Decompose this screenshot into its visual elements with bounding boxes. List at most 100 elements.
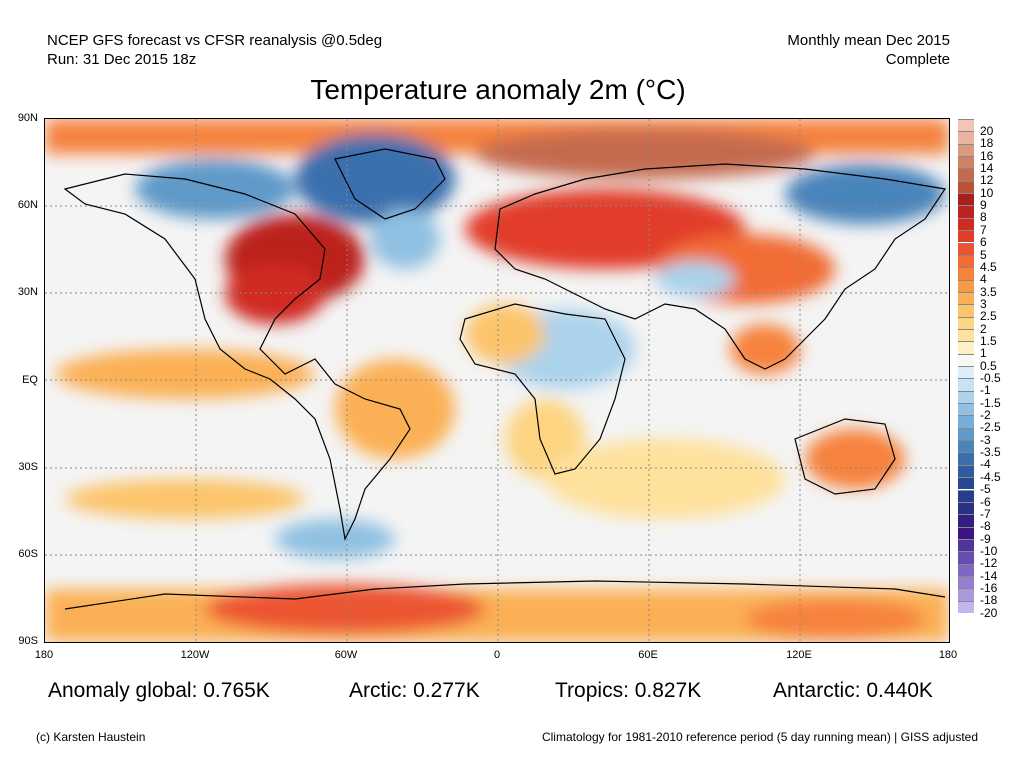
- colorbar-label: -9: [980, 531, 991, 546]
- lat-label: 30N: [17, 286, 38, 298]
- colorbar-label: 0.5: [980, 358, 997, 373]
- colorbar-swatch: [958, 440, 974, 453]
- colorbar-label: -5: [980, 482, 991, 497]
- copyright: (c) Karsten Haustein: [36, 730, 146, 744]
- colorbar-label: 18: [980, 136, 994, 151]
- colorbar-label: -4: [980, 457, 991, 472]
- colorbar-label: -1: [980, 383, 991, 398]
- colorbar-label: -2.5: [980, 420, 1001, 435]
- colorbar-label: -6: [980, 494, 991, 509]
- colorbar-swatch: [958, 501, 974, 515]
- colorbar-label: -0.5: [980, 371, 1001, 385]
- colorbar-label: 20: [980, 124, 994, 138]
- graticule: [45, 119, 949, 642]
- colorbar-label: -16: [980, 580, 998, 595]
- colorbar-label: 12: [980, 173, 994, 188]
- lon-label: 60E: [638, 649, 658, 661]
- lat-label: 30S: [18, 461, 38, 473]
- colorbar-swatch: [958, 464, 974, 478]
- header-left: NCEP GFS forecast vs CFSR reanalysis @0.…: [47, 31, 382, 69]
- colorbar-swatch: [958, 403, 974, 416]
- colorbar-swatch: [958, 588, 974, 601]
- colorbar-label: 16: [980, 148, 994, 163]
- colorbar-label: -3: [980, 432, 991, 447]
- colorbar-swatch: [958, 538, 974, 552]
- colorbar-label: 3: [980, 296, 987, 311]
- lon-label: 180: [34, 649, 54, 661]
- colorbar-label: 7: [980, 222, 987, 237]
- colorbar-swatch: [958, 366, 974, 379]
- colorbar-label: 4: [980, 272, 987, 287]
- lon-label: 180: [938, 649, 958, 661]
- colorbar-swatch: [958, 267, 974, 280]
- colorbar-label: -12: [980, 556, 998, 571]
- lat-label: EQ: [22, 374, 38, 386]
- colorbar-swatch: [958, 551, 974, 564]
- colorbar-swatch: [958, 304, 974, 317]
- colorbar-label: -4.5: [980, 469, 1001, 484]
- colorbar-label: -20: [980, 605, 998, 620]
- colorbar-label: 14: [980, 161, 994, 176]
- colorbar-swatch: [958, 378, 974, 391]
- colorbar-swatch: [958, 180, 974, 194]
- stat-arctic: Arctic: 0.277K: [349, 679, 480, 702]
- colorbar-swatch: [958, 316, 974, 329]
- climatology-note: Climatology for 1981-2010 reference peri…: [541, 730, 978, 744]
- lon-label: 60W: [334, 649, 358, 661]
- colorbar-swatch: [958, 143, 974, 157]
- colorbar-label: -1.5: [980, 395, 1001, 410]
- colorbar-label: -2: [980, 408, 991, 423]
- colorbar-swatch: [958, 353, 974, 366]
- colorbar-label: 1: [980, 346, 987, 361]
- lat-label: 60N: [17, 199, 38, 211]
- colorbar-swatch: [958, 452, 974, 465]
- colorbar-swatch: [958, 254, 974, 268]
- colorbar-swatch: [958, 526, 974, 539]
- anomaly-shading: [45, 119, 949, 642]
- colorbar-swatch: [958, 217, 974, 231]
- colorbar-swatch: [958, 328, 974, 342]
- colorbar-swatch: [958, 291, 974, 305]
- header-right: Monthly mean Dec 2015 Complete: [787, 31, 950, 69]
- colorbar-swatch: [958, 230, 974, 243]
- model-description: NCEP GFS forecast vs CFSR reanalysis @0.…: [47, 32, 383, 49]
- colorbar-label: -7: [980, 506, 991, 521]
- map-title: Temperature anomaly 2m (°C): [310, 74, 686, 105]
- lat-label: 60S: [18, 548, 38, 560]
- colorbar-label: -18: [980, 593, 998, 608]
- colorbar-label: 2: [980, 321, 987, 336]
- run-time: Run: 31 Dec 2015 18z: [47, 51, 197, 68]
- colorbar-swatch: [958, 477, 974, 490]
- colorbar-label: 2.5: [980, 309, 997, 324]
- colorbar-swatch: [958, 193, 974, 206]
- lon-label: 120E: [786, 649, 812, 661]
- lon-label: 0: [493, 649, 501, 661]
- colorbar-swatch: [958, 131, 974, 144]
- colorbar-label: -8: [980, 519, 991, 534]
- colorbar-swatch: [958, 119, 974, 132]
- stat-global: Anomaly global: 0.765K: [48, 679, 270, 702]
- colorbar-swatch: [958, 205, 974, 218]
- colorbar-label: 3.5: [980, 284, 997, 299]
- colorbar-label: 10: [980, 185, 994, 200]
- colorbar-label: 4.5: [980, 259, 997, 274]
- colorbar-swatch: [958, 156, 974, 169]
- colorbar-label: -3.5: [980, 445, 1001, 460]
- lon-label: 120W: [180, 649, 210, 661]
- colorbar-swatch: [958, 341, 974, 354]
- colorbar-label: 8: [980, 210, 987, 225]
- colorbar-label: 6: [980, 235, 987, 250]
- coastlines: [63, 148, 947, 610]
- stat-antarctic: Antarctic: 0.440K: [773, 679, 933, 702]
- completion-status: Complete: [885, 51, 950, 68]
- colorbar-swatch: [958, 514, 974, 527]
- colorbar-swatch: [958, 279, 974, 292]
- colorbar-swatch: [958, 242, 974, 255]
- colorbar-swatch: [958, 427, 974, 441]
- stat-tropics: Tropics: 0.827K: [555, 679, 702, 702]
- colorbar-label: -10: [980, 543, 998, 558]
- colorbar-label: 9: [980, 198, 987, 213]
- colorbar-swatch: [958, 575, 974, 589]
- colorbar-label: -14: [980, 568, 998, 583]
- colorbar-swatch: [958, 563, 974, 576]
